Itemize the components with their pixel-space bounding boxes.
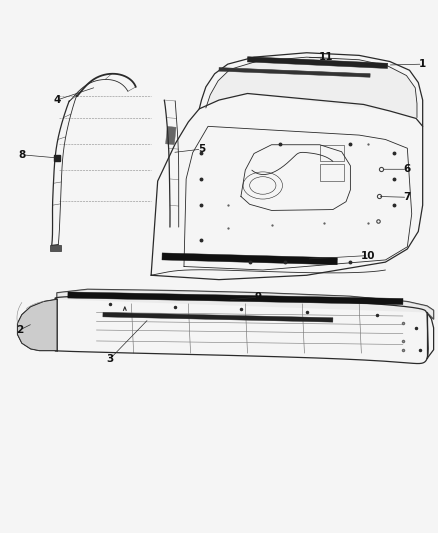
Polygon shape (68, 292, 403, 304)
Text: 1: 1 (419, 59, 426, 69)
Bar (50, 245, 61, 251)
Text: 5: 5 (198, 144, 205, 154)
Polygon shape (18, 300, 57, 351)
Text: 2: 2 (16, 325, 23, 335)
Polygon shape (199, 57, 417, 118)
Polygon shape (247, 56, 388, 69)
Text: 7: 7 (404, 192, 411, 203)
Text: 10: 10 (360, 251, 375, 261)
Polygon shape (162, 253, 337, 265)
Text: 6: 6 (404, 164, 411, 174)
Text: 9: 9 (255, 292, 262, 302)
Text: 8: 8 (18, 150, 25, 160)
Polygon shape (166, 126, 176, 144)
Text: 3: 3 (106, 354, 113, 365)
Text: 11: 11 (319, 52, 334, 62)
Polygon shape (103, 312, 333, 322)
Polygon shape (57, 289, 434, 319)
Text: 4: 4 (53, 95, 60, 105)
Polygon shape (219, 68, 370, 77)
